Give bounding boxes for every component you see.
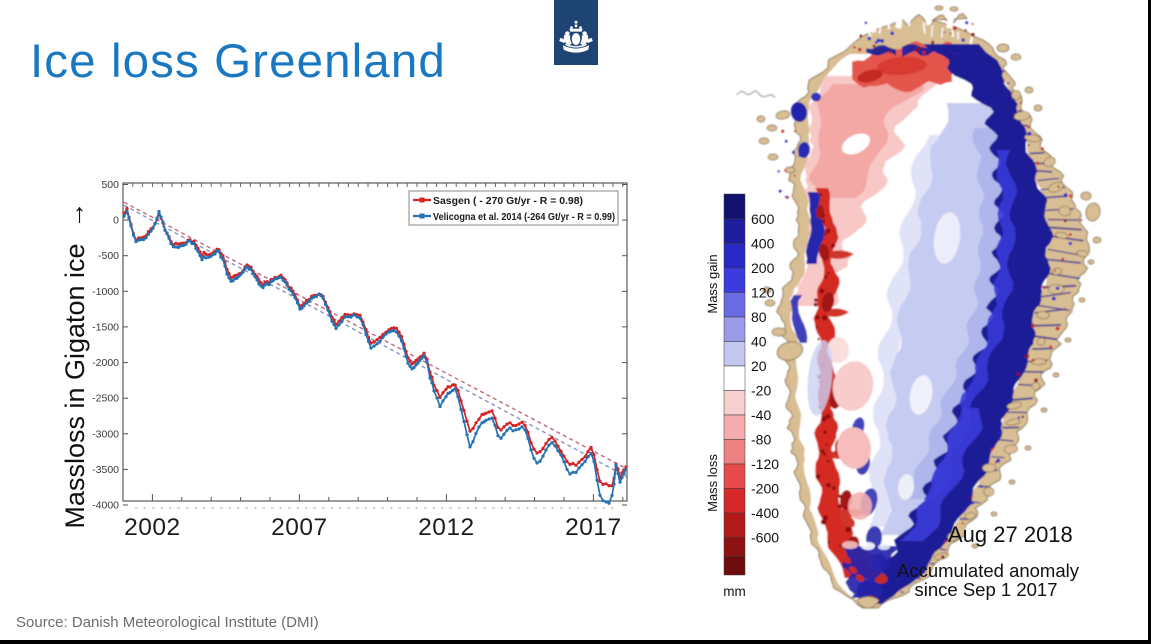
svg-text:Sasgen ( - 270 Gt/yr - R = 0.9: Sasgen ( - 270 Gt/yr - R = 0.98) [433, 196, 583, 207]
svg-text:Massloss in Gigaton ice →: Massloss in Gigaton ice → [60, 201, 90, 528]
svg-text:500: 500 [101, 179, 119, 191]
svg-text:-2500: -2500 [92, 393, 119, 405]
svg-text:-80: -80 [751, 431, 771, 447]
svg-text:-4000: -4000 [92, 500, 119, 512]
svg-text:-1500: -1500 [92, 321, 119, 333]
svg-text:-20: -20 [751, 382, 771, 398]
svg-text:-40: -40 [751, 407, 771, 423]
svg-text:80: 80 [751, 309, 767, 325]
svg-text:400: 400 [751, 235, 775, 251]
svg-text:120: 120 [751, 284, 775, 300]
svg-text:2012: 2012 [418, 514, 475, 541]
svg-text:Accumulated anomaly: Accumulated anomaly [897, 560, 1080, 581]
svg-text:20: 20 [751, 358, 767, 374]
svg-text:2002: 2002 [124, 514, 181, 541]
svg-text:Velicogna et al. 2014 (-264 Gt: Velicogna et al. 2014 (-264 Gt/yr - R = … [433, 212, 615, 223]
svg-text:-500: -500 [98, 250, 119, 262]
svg-text:-600: -600 [751, 529, 779, 545]
svg-text:Mass loss: Mass loss [705, 454, 720, 512]
svg-text:-2000: -2000 [92, 357, 119, 369]
svg-text:-400: -400 [751, 505, 779, 521]
svg-text:-3500: -3500 [92, 464, 119, 476]
svg-text:Ice loss Greenland: Ice loss Greenland [30, 35, 446, 88]
svg-text:200: 200 [751, 260, 775, 276]
svg-text:Source: Danish Meteorological: Source: Danish Meteorological Institute … [16, 614, 319, 631]
svg-text:0: 0 [113, 215, 119, 227]
svg-text:2017: 2017 [565, 514, 622, 541]
svg-text:2007: 2007 [271, 514, 328, 541]
svg-text:-200: -200 [751, 480, 779, 496]
svg-text:-120: -120 [751, 456, 779, 472]
svg-text:600: 600 [751, 211, 775, 227]
svg-text:mm: mm [723, 584, 746, 599]
svg-text:Aug 27 2018: Aug 27 2018 [948, 522, 1073, 547]
svg-text:since Sep 1 2017: since Sep 1 2017 [915, 579, 1058, 600]
svg-text:40: 40 [751, 333, 767, 349]
svg-text:Mass gain: Mass gain [705, 254, 720, 313]
svg-text:-1000: -1000 [92, 286, 119, 298]
svg-text:-3000: -3000 [92, 428, 119, 440]
